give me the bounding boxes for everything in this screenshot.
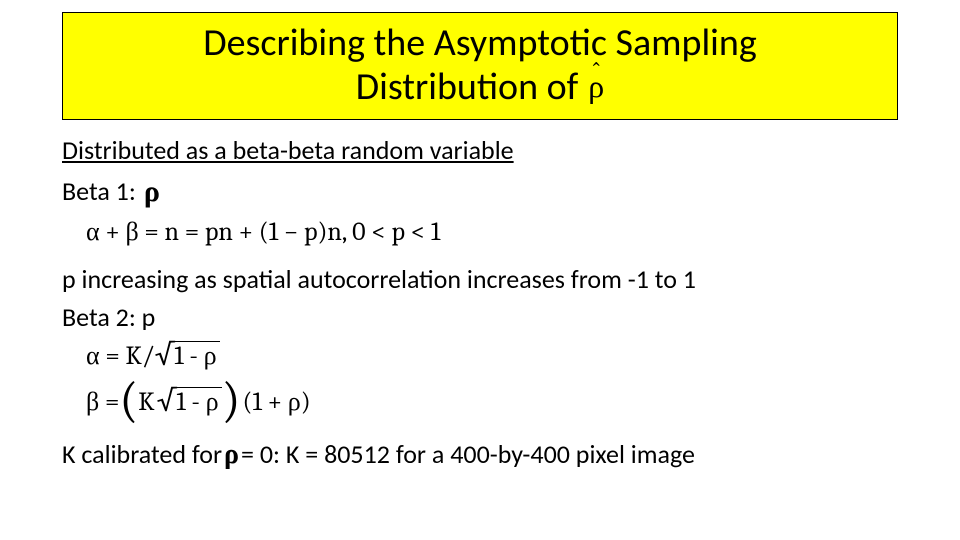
- subtitle: Distributed as a beta-beta random variab…: [62, 134, 898, 167]
- p-increasing-text: p increasing as spatial autocorrelation …: [62, 263, 898, 296]
- equation-sum: α + β = n = pn + (1 − p)n, 0 < p < 1: [86, 216, 898, 249]
- radicand-2: 1 - ρ: [174, 387, 221, 417]
- rho-icon: ρ: [144, 173, 160, 211]
- rho-icon-2: ρ: [224, 437, 239, 472]
- equation-alpha: α = K/ √ 1 - ρ: [86, 340, 898, 373]
- beta1-label: Beta 1:: [62, 175, 136, 208]
- hat-glyph: ˆ: [588, 59, 604, 86]
- beta-tail: (1 + ρ): [243, 386, 311, 419]
- slide-body: Distributed as a beta-beta random variab…: [62, 134, 898, 472]
- beta1-row: Beta 1: ρ: [62, 173, 898, 211]
- beta2-label: Beta 2: p: [62, 301, 898, 334]
- rho-hat-symbol: ˆ ρ: [588, 69, 604, 106]
- slide-title: Describing the Asymptotic Sampling Distr…: [62, 12, 898, 120]
- equation-beta: β = ( K √ 1 - ρ ) (1 + ρ): [86, 386, 898, 419]
- k-after: = 0: K = 80512 for a 400-by-400 pixel im…: [241, 438, 695, 471]
- radicand-1: 1 - ρ: [172, 341, 219, 371]
- beta-inner-k: K: [138, 386, 154, 419]
- sqrt-1-minus-rho: √ 1 - ρ: [155, 341, 220, 371]
- beta-lhs: β =: [86, 386, 119, 419]
- title-line-1: Describing the Asymptotic Sampling: [203, 22, 757, 66]
- title-line-2: Distribution of ˆ ρ: [356, 66, 605, 110]
- alpha-lhs: α = K/: [86, 340, 155, 373]
- slide: Describing the Asymptotic Sampling Distr…: [0, 0, 960, 540]
- sqrt-1-minus-rho-2: √ 1 - ρ: [157, 387, 222, 417]
- title-line-2-text: Distribution of: [356, 66, 579, 110]
- k-before: K calibrated for: [62, 438, 222, 471]
- k-calibration: K calibrated for ρ = 0: K = 80512 for a …: [62, 437, 898, 472]
